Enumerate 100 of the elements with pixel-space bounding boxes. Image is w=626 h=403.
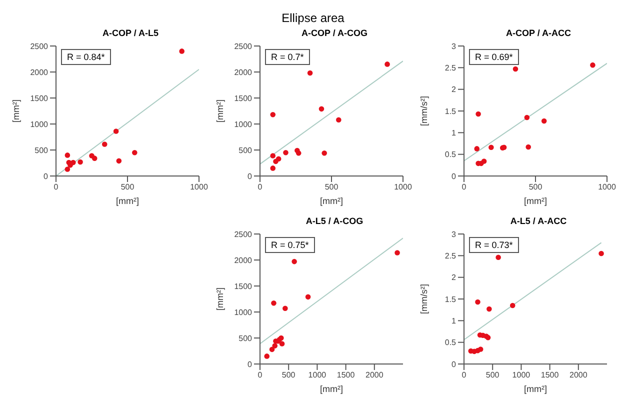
point <box>305 294 311 300</box>
point <box>270 166 276 171</box>
point <box>478 346 484 352</box>
point <box>113 128 119 134</box>
y-tick-label: 500 <box>238 334 253 343</box>
point <box>102 142 108 147</box>
y-tick-label: 2500 <box>234 42 253 51</box>
chart-title: A-L5 / A-ACC <box>509 216 568 228</box>
x-tick-label: 1000 <box>512 370 531 380</box>
point <box>524 114 530 120</box>
x-tick-label: 1500 <box>336 370 356 380</box>
point <box>273 158 278 164</box>
point <box>78 159 83 165</box>
y-tick-label: 0.5 <box>444 150 457 160</box>
y-tick-label: 2500 <box>234 230 253 239</box>
x-tick-label: 0 <box>462 370 467 380</box>
point <box>272 343 278 348</box>
point <box>526 144 531 150</box>
x-axis-title: [mm²] <box>524 196 547 206</box>
y-tick-label: 1.5 <box>444 106 457 116</box>
y-tick-label: 1000 <box>30 120 49 129</box>
annotation: R = 0.75* <box>265 237 315 253</box>
y-tick-label: 2500 <box>30 42 49 51</box>
point <box>307 70 313 76</box>
x-tick-label: 500 <box>486 370 500 380</box>
point <box>475 299 480 305</box>
y-tick-label: 0 <box>452 172 457 181</box>
point <box>269 346 275 352</box>
chart-title: A-COP / A-COG <box>300 28 368 40</box>
x-axis-title: [mm²] <box>320 196 343 206</box>
y-tick-label: 3 <box>452 42 457 51</box>
y-tick-label: 0 <box>248 360 253 369</box>
point <box>264 354 270 359</box>
y-tick-label: 0 <box>452 360 457 369</box>
y-axis-title: [mm²] <box>215 288 226 310</box>
point <box>336 117 342 122</box>
point <box>512 66 518 72</box>
point <box>296 150 302 156</box>
annotation: R = 0.7* <box>265 49 310 65</box>
y-tick-label: 500 <box>34 146 49 155</box>
point <box>92 156 98 161</box>
y-axis-title: [mm²] <box>215 100 226 122</box>
annotation: R = 0.84* <box>61 49 111 65</box>
x-tick-label: 1000 <box>190 182 208 192</box>
point <box>590 62 596 68</box>
point <box>394 250 400 256</box>
y-axis-title: [mm/s²] <box>419 284 430 314</box>
point <box>318 106 324 112</box>
y-tick-label: 1000 <box>234 308 253 317</box>
point <box>541 118 547 124</box>
x-tick-label: 1000 <box>394 182 412 192</box>
y-tick-label: 2 <box>452 85 457 94</box>
point <box>510 302 516 308</box>
chart-title: A-COP / A-L5 <box>101 28 160 40</box>
y-tick-label: 0 <box>44 172 49 181</box>
point <box>64 152 70 158</box>
point <box>270 112 276 118</box>
y-tick-label: 2 <box>452 273 457 282</box>
y-tick-label: 1500 <box>234 282 253 291</box>
point <box>292 258 297 264</box>
y-tick-label: 2000 <box>30 68 49 77</box>
y-tick-label: 1 <box>452 316 457 326</box>
point <box>270 153 276 158</box>
point <box>488 144 494 150</box>
x-tick-label: 500 <box>120 182 135 192</box>
x-tick-label: 1500 <box>540 370 560 380</box>
y-tick-label: 1500 <box>30 94 49 103</box>
y-tick-label: 0.5 <box>444 338 457 348</box>
point <box>279 341 285 346</box>
point <box>132 150 138 156</box>
y-tick-label: 2.5 <box>444 252 457 261</box>
x-tick-label: 2000 <box>366 370 384 380</box>
x-tick-label: 0 <box>258 182 263 192</box>
x-tick-label: 500 <box>528 182 543 192</box>
x-axis-title: [mm²] <box>116 196 139 206</box>
y-tick-label: 1500 <box>234 94 253 103</box>
y-tick-label: 0 <box>248 172 253 181</box>
x-tick-label: 0 <box>462 182 467 192</box>
point <box>282 306 288 311</box>
point <box>179 48 184 54</box>
annotation: R = 0.69* <box>469 49 519 65</box>
point <box>271 300 276 306</box>
point <box>64 166 70 172</box>
x-tick-label: 500 <box>282 370 296 380</box>
y-tick-label: 1 <box>452 128 457 138</box>
x-tick-label: 500 <box>324 182 339 192</box>
annotation: R = 0.73* <box>469 237 519 253</box>
y-tick-label: 500 <box>238 146 253 155</box>
x-tick-label: 0 <box>54 182 59 192</box>
y-tick-label: 2.5 <box>444 64 457 73</box>
point <box>476 111 481 117</box>
y-axis-title: [mm²] <box>11 100 22 122</box>
chart-title: A-L5 / A-COG <box>304 216 364 228</box>
x-axis-title: [mm²] <box>524 384 547 394</box>
y-tick-label: 2000 <box>234 256 253 265</box>
point <box>384 62 390 67</box>
point <box>322 150 327 156</box>
point <box>496 254 501 260</box>
x-tick-label: 2000 <box>570 370 588 380</box>
y-axis-title: [mm/s²] <box>419 96 430 126</box>
